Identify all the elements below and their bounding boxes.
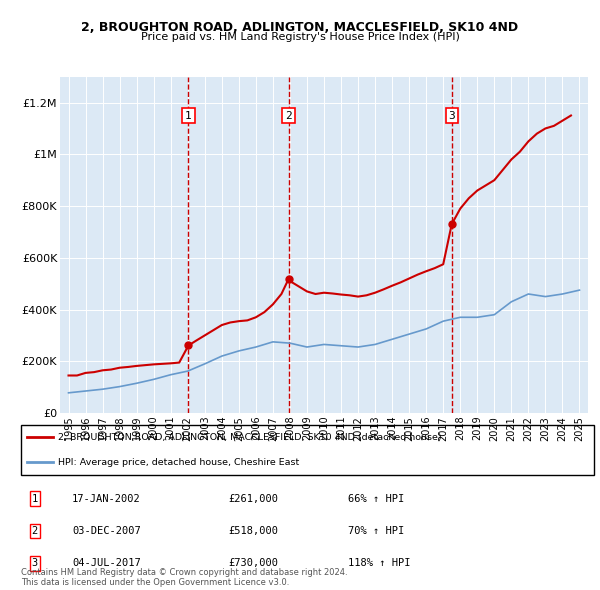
Text: 04-JUL-2017: 04-JUL-2017 — [72, 559, 141, 568]
Text: 2, BROUGHTON ROAD, ADLINGTON, MACCLESFIELD, SK10 4ND: 2, BROUGHTON ROAD, ADLINGTON, MACCLESFIE… — [82, 21, 518, 34]
Text: Price paid vs. HM Land Registry's House Price Index (HPI): Price paid vs. HM Land Registry's House … — [140, 32, 460, 42]
Text: 2, BROUGHTON ROAD, ADLINGTON, MACCLESFIELD, SK10 4ND (detached house): 2, BROUGHTON ROAD, ADLINGTON, MACCLESFIE… — [58, 433, 442, 442]
Text: £730,000: £730,000 — [228, 559, 278, 568]
Text: 118% ↑ HPI: 118% ↑ HPI — [348, 559, 410, 568]
Text: 1: 1 — [32, 494, 38, 503]
Text: 70% ↑ HPI: 70% ↑ HPI — [348, 526, 404, 536]
Text: 1: 1 — [185, 110, 192, 120]
Text: 3: 3 — [448, 110, 455, 120]
Text: £518,000: £518,000 — [228, 526, 278, 536]
Text: HPI: Average price, detached house, Cheshire East: HPI: Average price, detached house, Ches… — [58, 458, 299, 467]
Text: 66% ↑ HPI: 66% ↑ HPI — [348, 494, 404, 503]
Text: 2: 2 — [285, 110, 292, 120]
Text: £261,000: £261,000 — [228, 494, 278, 503]
Text: 17-JAN-2002: 17-JAN-2002 — [72, 494, 141, 503]
Text: Contains HM Land Registry data © Crown copyright and database right 2024.
This d: Contains HM Land Registry data © Crown c… — [21, 568, 347, 587]
Text: 03-DEC-2007: 03-DEC-2007 — [72, 526, 141, 536]
Text: 3: 3 — [32, 559, 38, 568]
Text: 2: 2 — [32, 526, 38, 536]
